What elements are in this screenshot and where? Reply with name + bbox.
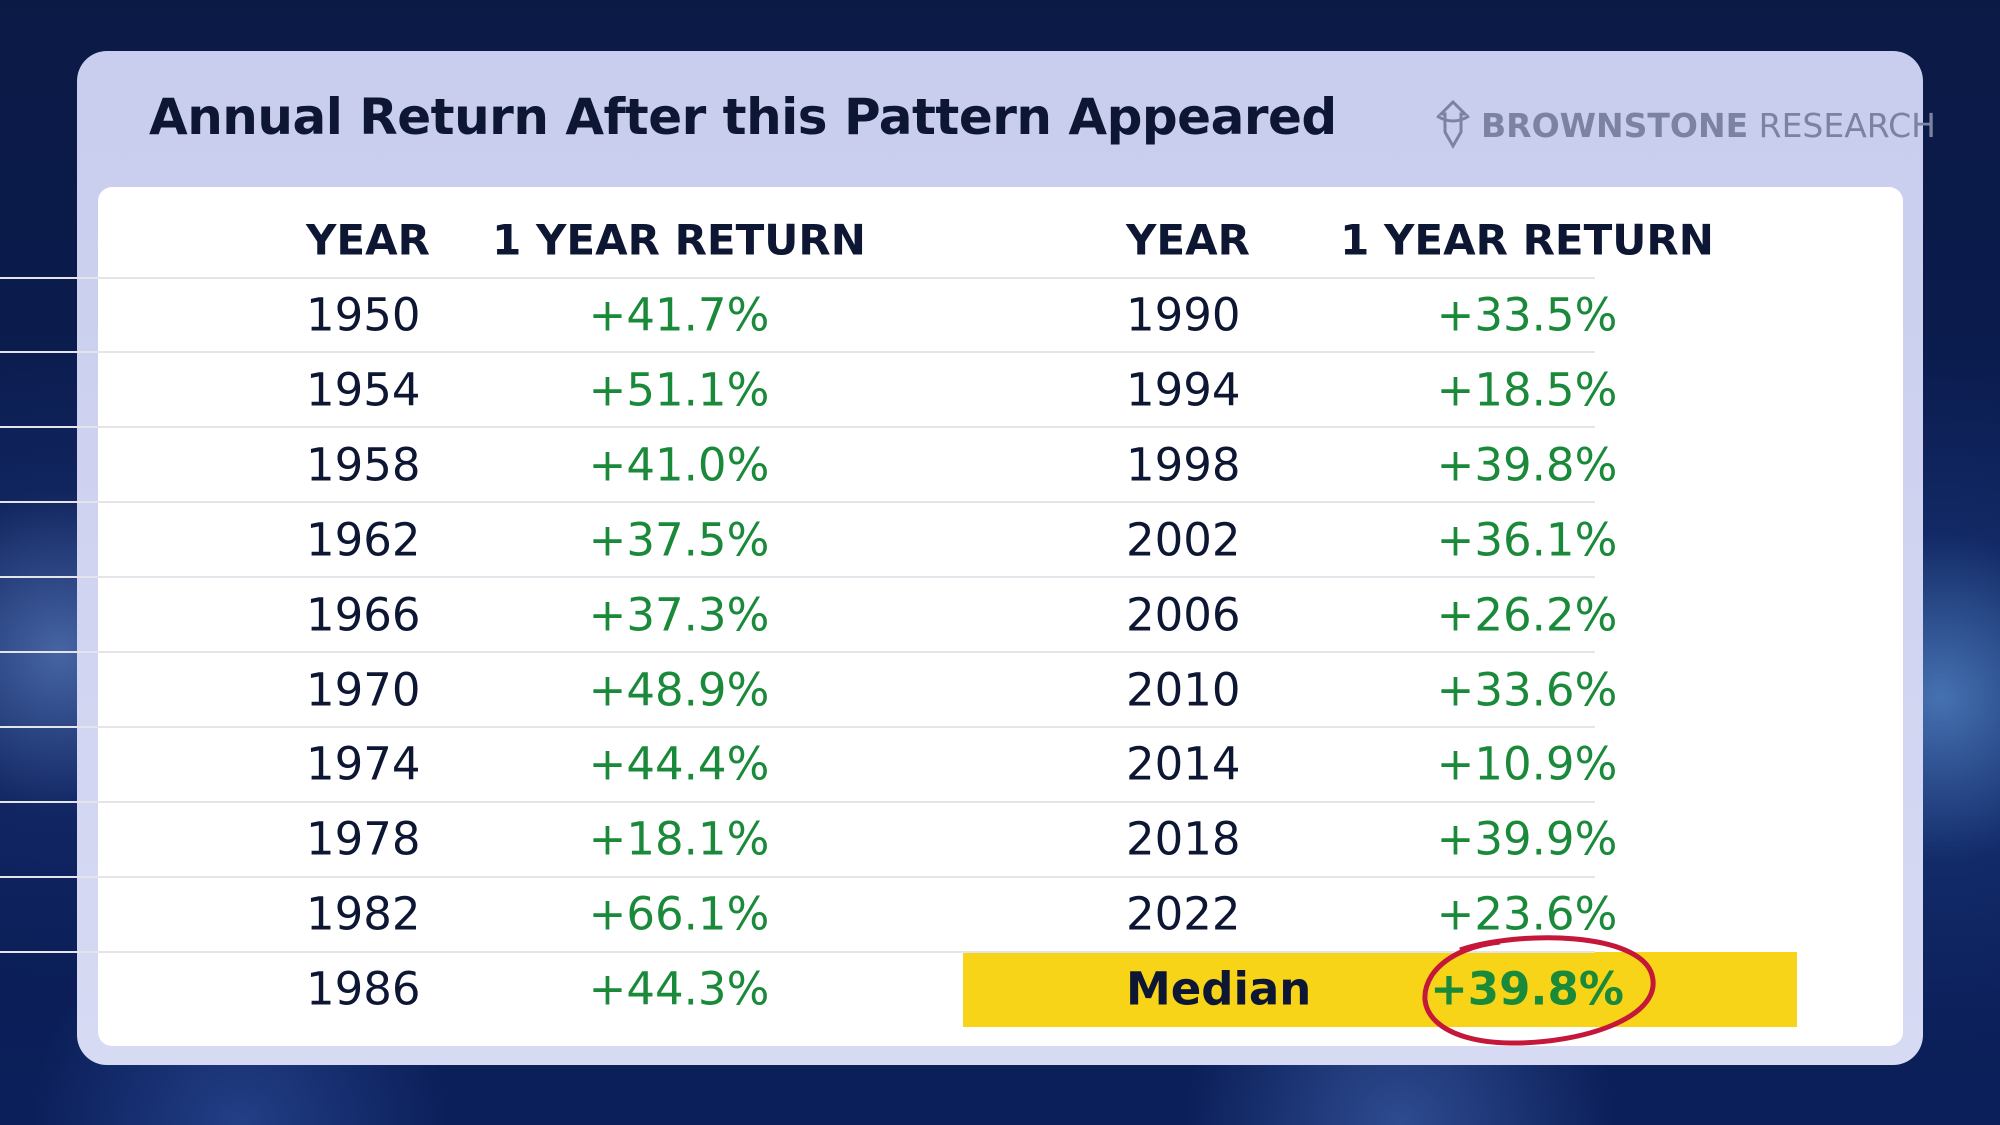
brand-name: BROWNSTONE: [1481, 105, 1749, 145]
return-cell: +23.6%: [1436, 887, 1618, 941]
return-cell: +39.9%: [1436, 812, 1618, 866]
year-cell: 2014: [1126, 737, 1241, 791]
row-divider: [0, 276, 1595, 279]
year-cell: 1974: [306, 737, 421, 791]
brand-suffix: RESEARCH: [1758, 105, 1936, 145]
row-divider: [0, 950, 1595, 953]
year-cell: 1982: [306, 887, 421, 941]
table-panel: [98, 187, 1903, 1046]
title: Annual Return After this Pattern Appeare…: [149, 88, 1337, 146]
year-cell: 2006: [1126, 588, 1241, 642]
return-cell: +48.9%: [588, 663, 770, 716]
year-cell: 1994: [1126, 363, 1241, 417]
return-cell: +18.5%: [1436, 363, 1618, 417]
return-cell: +33.6%: [1436, 663, 1618, 716]
row-divider: [0, 725, 1595, 728]
return-cell: +39.8%: [1430, 962, 1624, 1016]
return-cell: +66.1%: [588, 887, 770, 941]
return-cell: +26.2%: [1436, 588, 1618, 642]
year-cell: Median: [1126, 962, 1312, 1016]
year-cell: 1966: [306, 588, 421, 642]
year-cell: 1998: [1126, 438, 1241, 492]
column-header: YEAR: [306, 215, 430, 265]
return-cell: +41.7%: [588, 288, 770, 342]
return-cell: +51.1%: [588, 363, 770, 417]
row-divider: [0, 800, 1595, 803]
year-cell: 2018: [1126, 812, 1241, 866]
brand-logo: [1436, 100, 1470, 150]
year-cell: 1970: [306, 663, 421, 716]
return-cell: +37.3%: [588, 588, 770, 642]
return-cell: +36.1%: [1436, 513, 1618, 567]
return-cell: +33.5%: [1436, 288, 1618, 342]
brand: BROWNSTONE RESEARCH: [1435, 100, 1936, 150]
median-highlight: [963, 951, 1797, 1027]
year-cell: 1958: [306, 438, 421, 492]
return-cell: +18.1%: [588, 812, 770, 866]
row-divider: [0, 351, 1595, 354]
year-cell: 1962: [306, 513, 421, 567]
return-cell: +44.3%: [588, 962, 770, 1016]
year-cell: 1986: [306, 962, 421, 1016]
column-header: 1 YEAR RETURN: [1340, 215, 1714, 265]
row-divider: [0, 426, 1595, 429]
year-cell: 2022: [1126, 887, 1241, 941]
return-cell: +41.0%: [588, 438, 770, 492]
column-header: YEAR: [1126, 215, 1250, 265]
year-cell: 2010: [1126, 663, 1241, 716]
return-cell: +39.8%: [1436, 438, 1618, 492]
year-cell: 1990: [1126, 288, 1241, 342]
year-cell: 2002: [1126, 513, 1241, 567]
column-header: 1 YEAR RETURN: [492, 215, 866, 265]
year-cell: 1954: [306, 363, 421, 417]
return-cell: +10.9%: [1436, 737, 1618, 791]
year-cell: 1950: [306, 288, 421, 342]
row-divider: [0, 651, 1595, 653]
year-cell: 1978: [306, 812, 421, 866]
return-cell: +37.5%: [588, 513, 770, 567]
row-divider: [0, 576, 1595, 579]
return-cell: +44.4%: [588, 737, 770, 791]
row-divider: [0, 875, 1595, 878]
row-divider: [0, 501, 1595, 504]
